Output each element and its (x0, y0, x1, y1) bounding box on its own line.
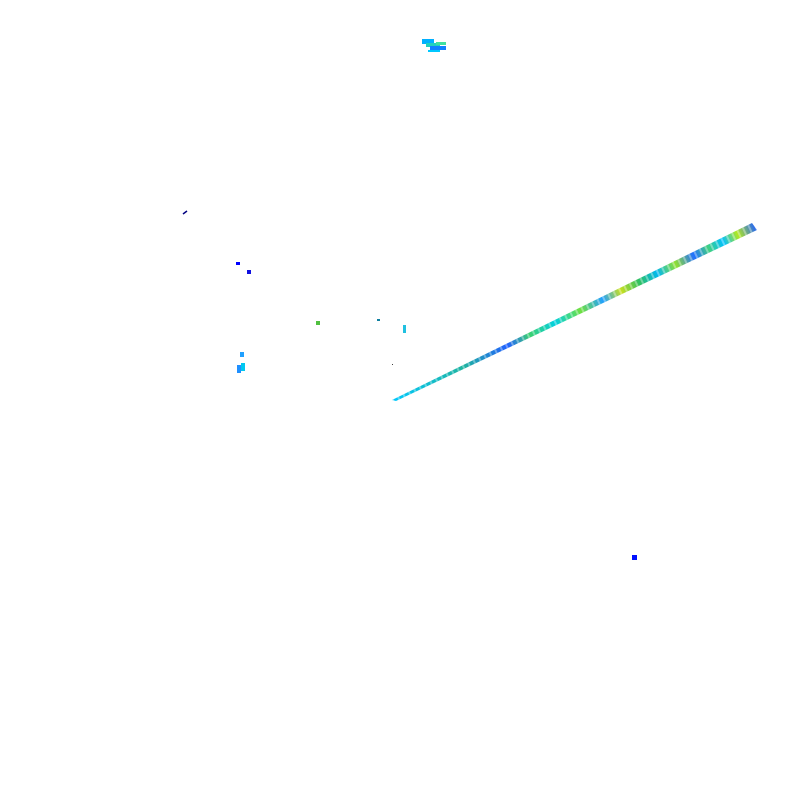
echo-speck (403, 325, 406, 333)
echo-speck (236, 262, 240, 265)
echo-speck (241, 363, 245, 371)
echo-speck (392, 364, 393, 365)
echo-cluster-top (422, 39, 446, 52)
echo-cell (422, 39, 434, 44)
echo-speck (247, 270, 251, 274)
streak-bands (392, 223, 757, 401)
echo-cell (426, 43, 440, 47)
echo-speck (632, 555, 637, 560)
echo-speck (316, 321, 320, 325)
echo-streak (392, 223, 757, 401)
echo-specks (182, 210, 637, 560)
echo-cell (430, 46, 446, 50)
echo-cell (436, 42, 446, 45)
echo-speck (377, 319, 380, 321)
echo-speck (240, 352, 244, 357)
echo-speck (237, 365, 241, 373)
echo-cell (428, 50, 440, 52)
echo-speck (182, 210, 188, 215)
